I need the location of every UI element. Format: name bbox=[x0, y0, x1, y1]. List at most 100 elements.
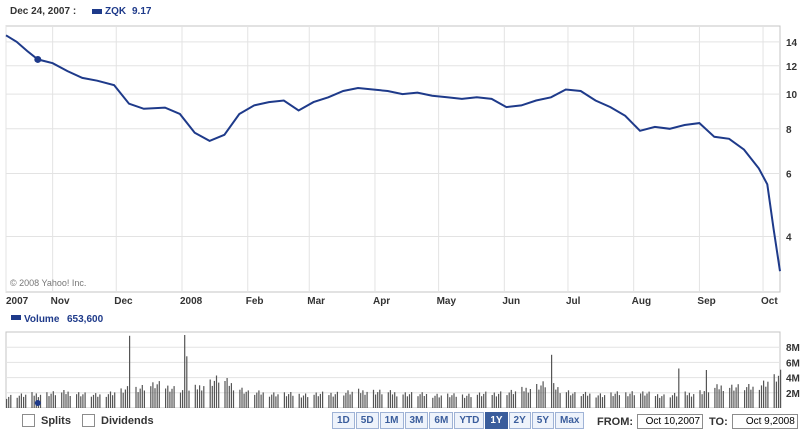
price-x-tick: May bbox=[437, 296, 457, 307]
volume-bar bbox=[375, 394, 377, 408]
volume-bar bbox=[126, 386, 129, 408]
volume-bar bbox=[315, 392, 317, 408]
volume-bar bbox=[625, 392, 627, 408]
range-button-5d[interactable]: 5D bbox=[355, 412, 379, 429]
volume-bar bbox=[773, 374, 775, 408]
volume-bar bbox=[109, 391, 112, 408]
price-x-tick: Oct bbox=[761, 296, 778, 307]
splits-label: Splits bbox=[41, 414, 71, 427]
volume-bar bbox=[245, 391, 247, 408]
volume-bar bbox=[674, 392, 676, 408]
volume-bar bbox=[612, 396, 614, 408]
volume-bar bbox=[744, 390, 746, 408]
volume-y-tick: 8M bbox=[786, 343, 800, 354]
price-x-tick: 2007 bbox=[6, 296, 29, 307]
splits-checkbox[interactable]: Splits bbox=[22, 414, 71, 427]
volume-bar bbox=[421, 392, 423, 408]
volume-bar bbox=[752, 386, 754, 408]
volume-bar bbox=[705, 370, 707, 408]
range-button-2y[interactable]: 2Y bbox=[508, 412, 531, 429]
volume-bar bbox=[381, 394, 383, 408]
volume-bar bbox=[555, 389, 557, 408]
volume-bar bbox=[512, 394, 514, 408]
volume-bar bbox=[165, 388, 167, 408]
price-y-tick: 4 bbox=[786, 233, 792, 244]
volume-y-tick: 6M bbox=[786, 358, 800, 369]
volume-bar bbox=[283, 392, 285, 408]
volume-bar bbox=[411, 392, 413, 408]
range-button-1y[interactable]: 1Y bbox=[485, 412, 508, 429]
volume-bar bbox=[351, 391, 353, 408]
range-button-5y[interactable]: 5Y bbox=[531, 412, 555, 429]
volume-bar bbox=[97, 396, 99, 408]
volume-bar bbox=[707, 392, 710, 408]
range-button-1m[interactable]: 1M bbox=[379, 412, 404, 429]
range-button-6m[interactable]: 6M bbox=[429, 412, 454, 429]
volume-bar bbox=[434, 395, 436, 408]
volume-bar bbox=[137, 392, 139, 408]
volume-bar bbox=[508, 392, 510, 408]
from-label: FROM: bbox=[597, 415, 634, 428]
volume-bar bbox=[25, 394, 27, 408]
price-x-tick: Jul bbox=[566, 296, 581, 307]
volume-bar bbox=[595, 397, 597, 408]
volume-bar bbox=[292, 395, 294, 408]
header-date: Dec 24, 2007 : bbox=[10, 6, 76, 17]
volume-bar bbox=[536, 384, 538, 408]
volume-bar bbox=[211, 385, 213, 408]
volume-bar bbox=[718, 389, 720, 408]
volume-bar bbox=[366, 391, 368, 408]
volume-bar bbox=[748, 384, 750, 408]
volume-bar bbox=[498, 393, 500, 408]
volume-bar bbox=[199, 385, 201, 408]
volume-bar bbox=[565, 392, 567, 408]
volume-bar bbox=[777, 375, 780, 408]
volume-y-tick: 2M bbox=[786, 389, 800, 400]
dividends-checkbox-box[interactable] bbox=[82, 414, 95, 427]
volume-bar bbox=[417, 396, 419, 408]
volume-bar bbox=[215, 375, 218, 408]
volume-value: 653,600 bbox=[67, 314, 104, 325]
volume-bar bbox=[107, 394, 109, 408]
volume-bar bbox=[750, 389, 752, 408]
splits-checkbox-box[interactable] bbox=[22, 414, 35, 427]
volume-bar bbox=[780, 369, 782, 408]
volume-bar bbox=[540, 385, 542, 408]
volume-bar bbox=[90, 396, 92, 408]
volume-bar bbox=[567, 390, 570, 408]
volume-bar bbox=[67, 391, 69, 408]
volume-bar bbox=[10, 394, 12, 408]
volume-bar bbox=[18, 395, 20, 408]
volume-bar bbox=[775, 381, 777, 408]
series-swatch-icon bbox=[92, 9, 102, 14]
price-series-line bbox=[5, 34, 781, 272]
from-date-input[interactable] bbox=[637, 414, 704, 429]
volume-bar bbox=[703, 391, 705, 408]
volume-bar bbox=[275, 396, 277, 408]
volume-bar bbox=[50, 393, 52, 408]
to-date-input[interactable] bbox=[731, 414, 798, 429]
volume-bar bbox=[729, 387, 731, 408]
volume-bar bbox=[402, 394, 404, 408]
range-button-1d[interactable]: 1D bbox=[332, 412, 355, 429]
volume-bar bbox=[95, 393, 97, 408]
volume-bar bbox=[461, 394, 464, 408]
volume-bar bbox=[470, 397, 472, 408]
volume-bar bbox=[65, 394, 67, 408]
volume-bar bbox=[347, 390, 349, 408]
volume-bar bbox=[614, 393, 616, 408]
volume-bar bbox=[618, 395, 620, 408]
range-button-ytd[interactable]: YTD bbox=[454, 412, 485, 429]
volume-bar bbox=[290, 392, 292, 408]
volume-bar bbox=[699, 390, 701, 408]
volume-bar bbox=[218, 382, 220, 408]
volume-bar bbox=[143, 390, 145, 408]
volume-swatch-icon bbox=[11, 315, 21, 320]
dividends-checkbox[interactable]: Dividends bbox=[82, 414, 154, 427]
range-button-max[interactable]: Max bbox=[555, 412, 585, 429]
price-x-tick: Feb bbox=[246, 296, 264, 307]
volume-bar bbox=[478, 392, 481, 408]
range-button-3m[interactable]: 3M bbox=[404, 412, 429, 429]
volume-bar bbox=[188, 390, 190, 408]
volume-bar bbox=[372, 389, 375, 408]
